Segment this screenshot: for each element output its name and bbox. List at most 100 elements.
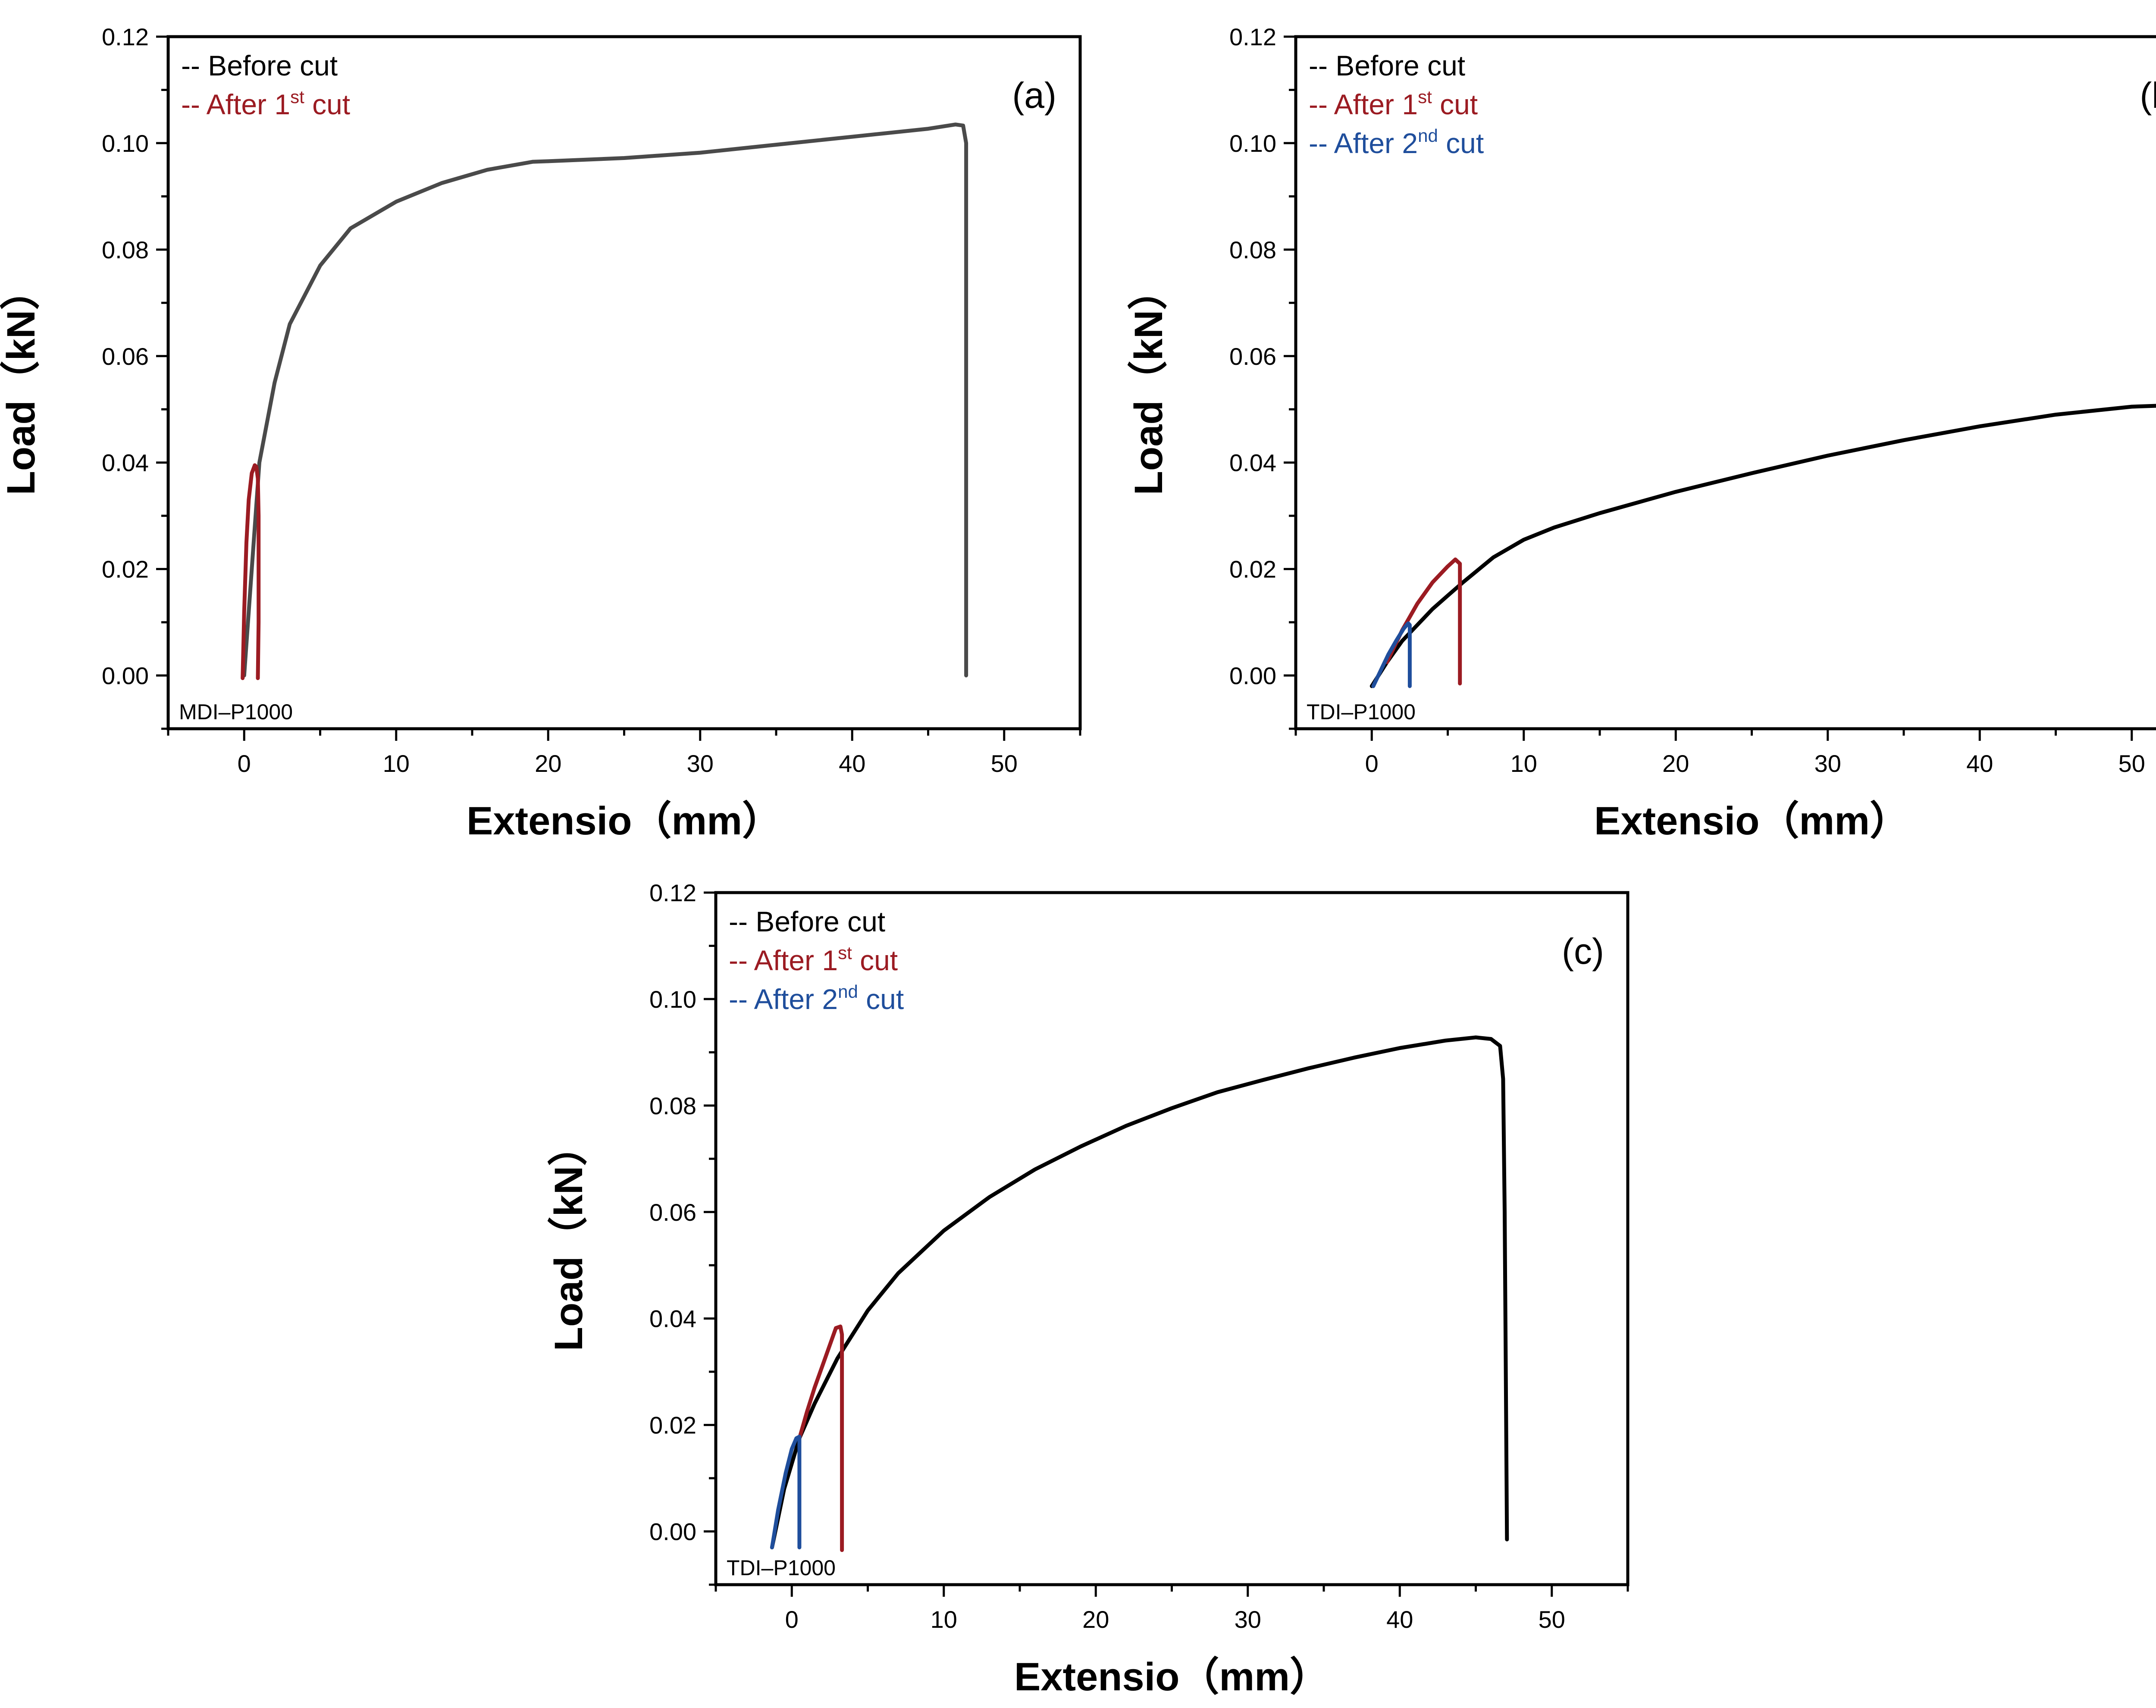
- legend-text: After 2: [1334, 127, 1418, 159]
- legend-entry: -- Before cut: [181, 50, 338, 81]
- legend-prefix: --: [1309, 88, 1334, 120]
- x-tick-label: 10: [1510, 750, 1537, 777]
- legend-suffix: cut: [852, 944, 898, 976]
- x-tick-label: 10: [931, 1606, 957, 1633]
- y-tick-label: 0.06: [1229, 343, 1276, 370]
- legend-superscript: st: [1418, 87, 1432, 107]
- y-tick-label: 0.02: [1229, 556, 1276, 583]
- legend-entry: -- After 2nd cut: [1309, 125, 1484, 159]
- x-tick-label: 30: [1235, 1606, 1261, 1633]
- legend-superscript: nd: [1418, 125, 1438, 146]
- y-tick-label: 0.06: [102, 343, 149, 370]
- y-tick-label: 0.10: [102, 130, 149, 157]
- legend-entry: -- After 2nd cut: [729, 981, 904, 1015]
- plot-frame: [166, 35, 1082, 730]
- y-tick-label: 0.00: [1229, 662, 1276, 689]
- y-axis-title: Load（kN）: [547, 1126, 591, 1351]
- legend-prefix: --: [181, 50, 208, 81]
- legend-prefix: --: [729, 983, 754, 1015]
- y-tick-label: 0.06: [649, 1199, 696, 1226]
- x-tick-label: 20: [1662, 750, 1689, 777]
- y-tick-label: 0.10: [649, 986, 696, 1013]
- sample-label: MDI–P1000: [179, 700, 293, 724]
- panel-label: (c): [1562, 931, 1604, 972]
- x-tick-label: 10: [383, 750, 410, 777]
- panel-label: (a): [1012, 75, 1056, 116]
- x-tick-label: 0: [238, 750, 251, 777]
- series-line-before-cut: [770, 1035, 1509, 1550]
- y-tick-label: 0.12: [102, 23, 149, 50]
- x-tick-label: 40: [839, 750, 865, 777]
- legend-text: After 1: [1334, 88, 1418, 120]
- y-tick-label: 0.08: [1229, 236, 1276, 263]
- series-line-after-2nd-cut: [1371, 621, 1412, 688]
- x-tick-label: 50: [1539, 1606, 1565, 1633]
- y-axis-title: Load（kN）: [0, 270, 43, 495]
- legend-entry: -- After 1st cut: [181, 87, 350, 120]
- legend-text: Before cut: [1335, 50, 1465, 81]
- y-tick-label: 0.08: [102, 236, 149, 263]
- legend-superscript: st: [290, 87, 304, 107]
- legend-prefix: --: [1309, 50, 1335, 81]
- x-axis-title: Extensio（mm）: [1014, 1655, 1329, 1699]
- x-tick-label: 30: [1814, 750, 1841, 777]
- legend-suffix: cut: [304, 88, 350, 120]
- series-line-after-2nd-cut: [770, 1435, 802, 1550]
- legend-entry: -- Before cut: [729, 906, 885, 937]
- sample-label: TDI–P1000: [727, 1556, 836, 1580]
- chart-panel-3: 0 10 20 30 40 50 0.00 0.02 0.04 0.06 0.08 0.10 0.12 E…: [547, 879, 1630, 1699]
- series-group: [770, 1035, 1509, 1552]
- legend-text: After 2: [754, 983, 838, 1015]
- series-line-after-1st-cut: [1385, 557, 1462, 686]
- legend-prefix: --: [729, 944, 754, 976]
- y-tick-label: 0.04: [649, 1305, 696, 1332]
- x-tick-label: 20: [535, 750, 561, 777]
- y-tick-label: 0.00: [649, 1518, 696, 1545]
- x-tick-label: 20: [1082, 1606, 1109, 1633]
- legend-text: Before cut: [755, 906, 885, 937]
- series-line-before-cut: [1369, 404, 2156, 688]
- legend-text: After 1: [754, 944, 838, 976]
- y-tick-label: 0.08: [649, 1092, 696, 1119]
- x-tick-label: 0: [1365, 750, 1379, 777]
- legend-entry: -- Before cut: [1309, 50, 1465, 81]
- series-line-after-1st-cut: [797, 1324, 844, 1552]
- series-line-before-cut: [242, 122, 968, 677]
- legend-text: Before cut: [208, 50, 338, 81]
- x-tick-label: 50: [2118, 750, 2145, 777]
- legend-prefix: --: [1309, 127, 1334, 159]
- legend-text: After 1: [207, 88, 290, 120]
- y-tick-label: 0.12: [1229, 23, 1276, 50]
- x-axis-title: Extensio（mm）: [467, 799, 782, 843]
- chart-panel-1: 0 10 20 30 40 50 0.00 0.02 0.04 0.06 0.08 0.10 0.12 E…: [0, 23, 1082, 843]
- x-tick-label: 0: [785, 1606, 799, 1633]
- series-line-after-1st-cut: [241, 463, 261, 680]
- y-tick-label: 0.02: [102, 556, 149, 583]
- legend-suffix: cut: [858, 983, 904, 1015]
- legend-entry: -- After 1st cut: [729, 943, 898, 976]
- x-tick-label: 30: [687, 750, 714, 777]
- x-tick-label: 50: [991, 750, 1018, 777]
- series-group: [241, 122, 968, 680]
- y-tick-label: 0.00: [102, 662, 149, 689]
- y-tick-label: 0.12: [649, 879, 696, 906]
- legend-prefix: --: [181, 88, 207, 120]
- legend-entry: -- After 1st cut: [1309, 87, 1478, 120]
- legend-superscript: st: [838, 943, 852, 963]
- legend-suffix: cut: [1432, 88, 1478, 120]
- y-tick-label: 0.10: [1229, 130, 1276, 157]
- panel-label: (b): [2140, 75, 2156, 116]
- legend-suffix: cut: [1438, 127, 1484, 159]
- y-tick-label: 0.04: [102, 449, 149, 476]
- x-axis-title: Extensio（mm）: [1594, 799, 1909, 843]
- sample-label: TDI–P1000: [1307, 700, 1416, 724]
- x-tick-label: 40: [1966, 750, 1993, 777]
- series-group: [1369, 404, 2156, 688]
- x-tick-label: 40: [1386, 1606, 1413, 1633]
- legend-superscript: nd: [838, 981, 858, 1002]
- chart-panel-2: 0 10 20 30 40 50 0.00 0.02 0.04 0.06 0.08 0.10 0.12 E…: [1127, 23, 2156, 843]
- legend-prefix: --: [729, 906, 755, 937]
- y-axis-title: Load（kN）: [1127, 270, 1171, 495]
- y-tick-label: 0.04: [1229, 449, 1276, 476]
